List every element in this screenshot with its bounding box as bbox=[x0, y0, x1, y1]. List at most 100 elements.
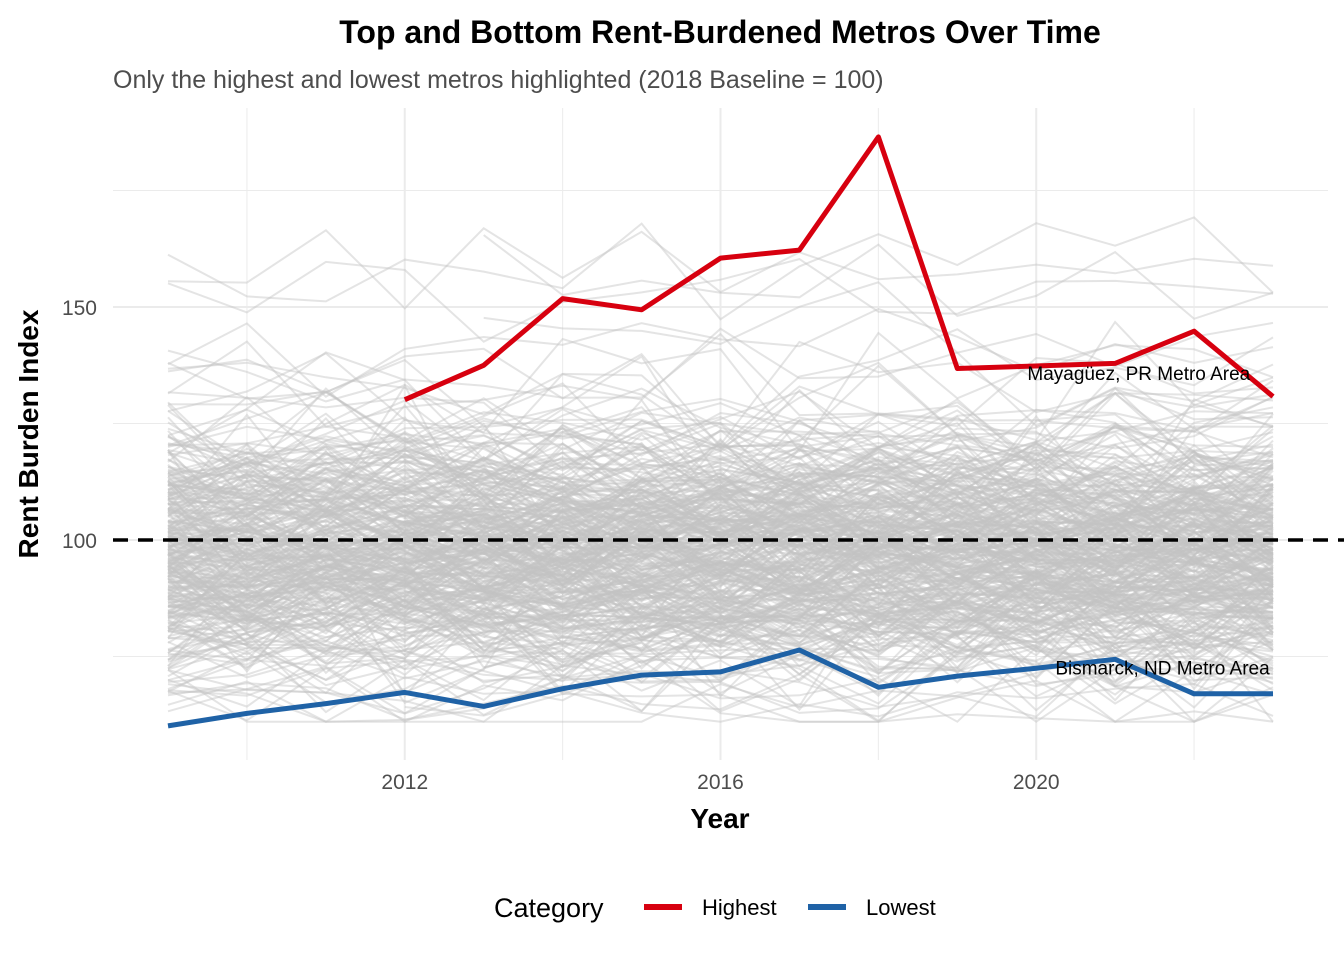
background-series-line bbox=[167, 516, 1274, 602]
background-series-line bbox=[167, 356, 1274, 452]
background-series-line bbox=[167, 577, 1274, 653]
background-series-line bbox=[404, 463, 1274, 566]
background-series-line bbox=[167, 505, 1274, 609]
x-axis-title: Year bbox=[690, 803, 749, 834]
background-series-line bbox=[167, 566, 1274, 652]
background-series-line bbox=[167, 564, 1274, 683]
background-series-line bbox=[167, 477, 1274, 564]
background-series-line bbox=[167, 522, 1274, 687]
background-series-line bbox=[404, 514, 1274, 636]
background-series-line bbox=[167, 447, 1274, 530]
background-series-line bbox=[167, 529, 1274, 649]
background-series-line bbox=[167, 507, 1274, 604]
background-series-line bbox=[167, 398, 1274, 511]
background-series-line bbox=[167, 518, 1274, 624]
background-series-line bbox=[167, 460, 1274, 550]
background-series-line bbox=[167, 612, 1274, 713]
background-series-line bbox=[167, 466, 1274, 579]
background-series-line bbox=[167, 619, 1274, 723]
background-series-line bbox=[167, 538, 1274, 644]
background-series-line bbox=[167, 447, 1274, 562]
background-series-line bbox=[167, 499, 1274, 576]
background-series-line bbox=[483, 553, 1274, 647]
background-series-line bbox=[167, 610, 1274, 714]
background-series-line bbox=[167, 522, 1274, 621]
background-series-line bbox=[167, 383, 1274, 549]
background-series-line bbox=[167, 607, 1274, 680]
background-series-line bbox=[167, 509, 1274, 616]
background-series-line bbox=[167, 467, 1274, 564]
background-series-line bbox=[167, 516, 1274, 618]
background-series-line bbox=[167, 441, 1274, 575]
background-series-line bbox=[404, 679, 1274, 723]
series-annotation-label: Bismarck, ND Metro Area bbox=[1055, 659, 1270, 680]
background-series-line bbox=[404, 434, 1274, 576]
background-series-line bbox=[167, 603, 1274, 713]
background-series-line bbox=[167, 430, 1274, 553]
background-series-line bbox=[167, 471, 1274, 571]
background-series-line bbox=[167, 523, 1274, 604]
background-series-line bbox=[483, 480, 1274, 594]
background-series-line bbox=[167, 484, 1274, 614]
background-series-line bbox=[167, 569, 1274, 662]
background-series-line bbox=[167, 548, 1274, 626]
background-series-line bbox=[167, 462, 1274, 609]
background-series-line bbox=[167, 492, 1274, 580]
background-series-line bbox=[167, 413, 1274, 546]
background-series-line bbox=[167, 539, 1274, 628]
background-series-line bbox=[167, 542, 1274, 638]
background-series-line bbox=[167, 432, 1274, 528]
background-series-line bbox=[404, 464, 1274, 573]
background-series-line bbox=[483, 444, 1274, 530]
background-series-line bbox=[167, 480, 1274, 570]
background-series-line bbox=[167, 537, 1274, 632]
background-series-line bbox=[167, 537, 1274, 705]
y-tick-label: 100 bbox=[62, 530, 97, 553]
background-series-line bbox=[167, 430, 1274, 518]
background-series-line bbox=[167, 439, 1274, 522]
background-series-line bbox=[167, 510, 1274, 580]
background-series-line bbox=[167, 478, 1274, 541]
background-series-line bbox=[167, 468, 1274, 548]
background-series-line bbox=[167, 554, 1274, 668]
background-series-line bbox=[167, 327, 1274, 428]
background-series-line bbox=[167, 502, 1274, 613]
background-series-line bbox=[167, 468, 1274, 542]
background-series-line bbox=[167, 611, 1274, 696]
background-series-line bbox=[167, 495, 1274, 610]
background-series-line bbox=[167, 439, 1274, 537]
background-series-line bbox=[404, 536, 1274, 630]
background-series-line bbox=[167, 472, 1274, 606]
background-series-line bbox=[167, 390, 1274, 497]
background-series-line bbox=[167, 590, 1274, 708]
background-series-line bbox=[167, 542, 1274, 643]
background-series-line bbox=[167, 461, 1274, 572]
background-series-line bbox=[167, 461, 1274, 545]
background-series-line bbox=[167, 382, 1274, 479]
background-series-line bbox=[167, 582, 1274, 661]
background-series-line bbox=[167, 483, 1274, 582]
background-series-line bbox=[167, 520, 1274, 639]
background-series-line bbox=[167, 387, 1274, 481]
background-series-line bbox=[167, 488, 1274, 573]
background-series-line bbox=[167, 501, 1274, 620]
background-series-line bbox=[167, 607, 1274, 694]
background-series-line bbox=[167, 565, 1274, 667]
background-series-line bbox=[167, 443, 1274, 552]
background-series-line bbox=[167, 227, 1274, 310]
background-series-line bbox=[167, 455, 1274, 537]
background-series-line bbox=[167, 442, 1274, 528]
background-series-line bbox=[483, 499, 1274, 578]
x-tick-label: 2012 bbox=[381, 771, 428, 794]
background-series-line bbox=[404, 499, 1274, 587]
background-series-line bbox=[167, 500, 1274, 618]
background-series-line bbox=[167, 498, 1274, 610]
background-series-line bbox=[167, 574, 1274, 691]
background-series-line bbox=[167, 571, 1274, 662]
background-series-line bbox=[167, 598, 1274, 683]
background-series-line bbox=[167, 488, 1274, 574]
background-series-line bbox=[167, 501, 1274, 626]
background-series-line bbox=[167, 484, 1274, 585]
background-series-line bbox=[167, 450, 1274, 547]
background-series-line bbox=[167, 416, 1274, 562]
